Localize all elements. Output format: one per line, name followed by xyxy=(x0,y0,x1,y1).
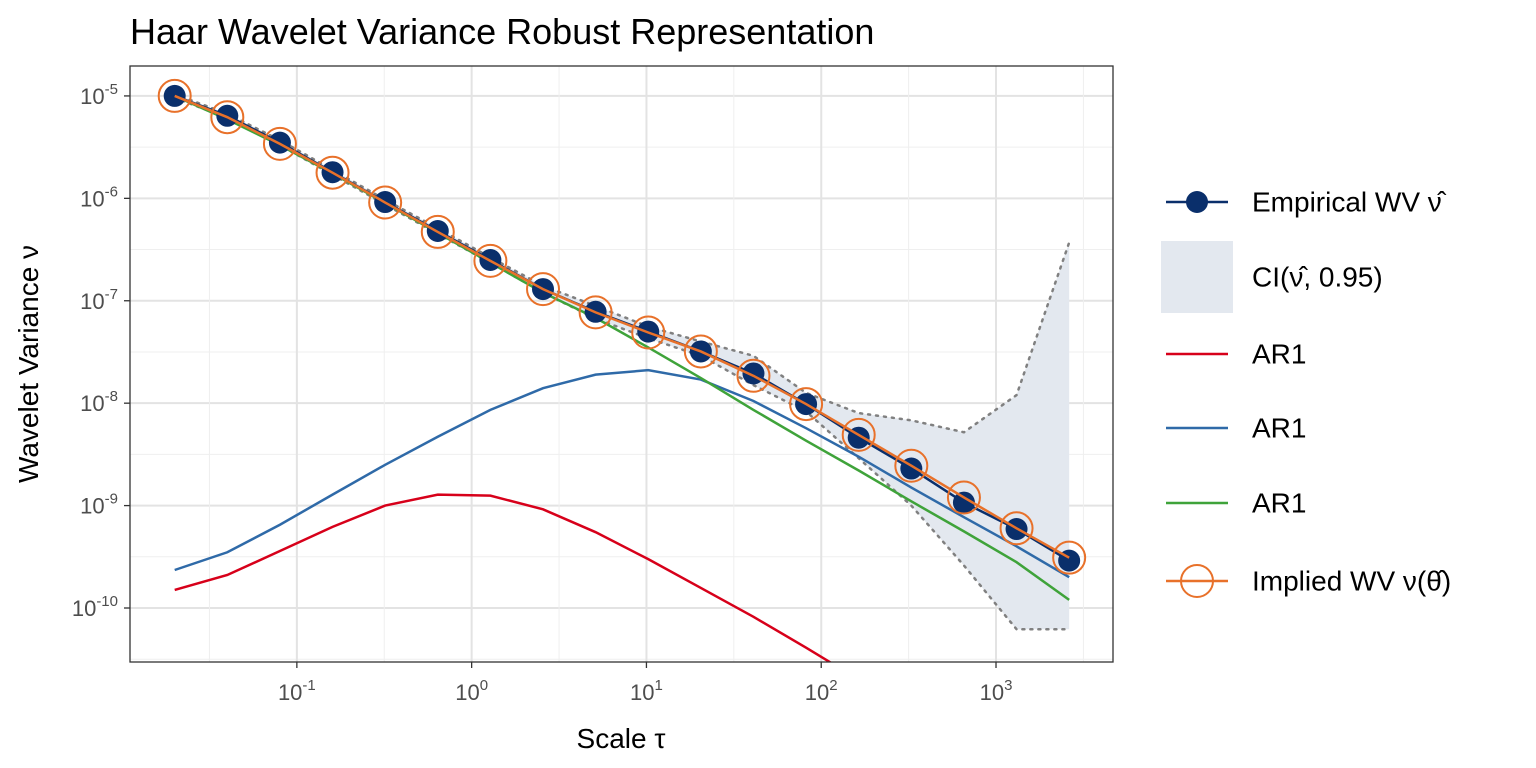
point xyxy=(946,480,981,515)
tick-exponent: 1 xyxy=(655,677,663,694)
tick-exponent: -1 xyxy=(302,677,315,694)
tick-exponent: -10 xyxy=(96,593,118,610)
tick-label: 10-6 xyxy=(80,183,118,211)
tick-base: 10 xyxy=(980,680,1004,705)
tick-base: 10 xyxy=(278,680,302,705)
tick-base: 10 xyxy=(455,680,479,705)
legend-label: AR1 xyxy=(1252,412,1306,443)
point xyxy=(163,84,186,107)
y-axis-label: Wavelet Variance ν xyxy=(13,245,44,483)
legend-marker xyxy=(1180,564,1214,598)
tick-exponent: -7 xyxy=(105,286,118,303)
chart-title: Haar Wavelet Variance Robust Representat… xyxy=(130,11,874,52)
tick-base: 10 xyxy=(805,680,829,705)
tick-base: 10 xyxy=(80,289,104,314)
point xyxy=(999,511,1034,546)
ci-lower-line xyxy=(173,96,1071,631)
legend-marker xyxy=(1186,191,1208,213)
plot-border xyxy=(129,65,1114,663)
legend-label: Empirical WV ν̂ xyxy=(1252,186,1447,217)
tick-exponent: -9 xyxy=(105,491,118,508)
point xyxy=(368,185,403,220)
legend-swatch xyxy=(1161,241,1233,313)
tick-base: 10 xyxy=(630,680,654,705)
legend: Empirical WV ν̂ CI(ν̂, 0.95) AR1 AR1 AR1 Impl… xyxy=(1161,186,1451,598)
point xyxy=(157,78,192,113)
legend-label: AR1 xyxy=(1252,338,1306,369)
tick-exponent: -8 xyxy=(105,388,118,405)
point xyxy=(578,295,613,330)
tick-base: 10 xyxy=(72,596,96,621)
tick-exponent: 3 xyxy=(1004,677,1012,694)
tick-label: 103 xyxy=(980,677,1013,705)
x-axis-label: Scale τ xyxy=(577,723,666,754)
tick-label: 10-5 xyxy=(80,81,118,109)
series-line xyxy=(174,493,833,662)
point xyxy=(420,214,455,249)
tick-base: 10 xyxy=(80,186,104,211)
tick-label: 100 xyxy=(455,677,488,705)
point xyxy=(1052,540,1087,575)
tick-label: 102 xyxy=(805,677,838,705)
tick-exponent: -6 xyxy=(105,183,118,200)
tick-exponent: 0 xyxy=(480,677,488,694)
point xyxy=(473,243,508,278)
point xyxy=(736,358,771,393)
tick-label: 10-7 xyxy=(80,286,118,314)
tick-exponent: -5 xyxy=(105,81,118,98)
point xyxy=(683,334,718,369)
grid xyxy=(130,66,1113,662)
point xyxy=(262,126,297,161)
series-line xyxy=(174,94,1070,559)
point xyxy=(315,155,350,190)
ci-band xyxy=(174,94,1070,630)
legend-label: AR1 xyxy=(1252,487,1306,518)
point xyxy=(894,448,929,483)
tick-base: 10 xyxy=(80,84,104,109)
legend-label: Implied WV ν(θ̂) xyxy=(1252,565,1451,596)
point xyxy=(841,417,876,452)
point xyxy=(210,100,245,135)
tick-label: 101 xyxy=(630,677,663,705)
point xyxy=(631,315,666,350)
point xyxy=(216,104,239,127)
tick-label: 10-1 xyxy=(278,677,316,705)
tick-label: 10-10 xyxy=(72,593,118,621)
point xyxy=(789,387,824,422)
point xyxy=(952,491,975,514)
legend-label: CI(ν̂, 0.95) xyxy=(1252,261,1383,292)
tick-base: 10 xyxy=(80,391,104,416)
plot-area xyxy=(157,78,1087,662)
tick-base: 10 xyxy=(80,494,104,519)
tick-exponent: 2 xyxy=(829,677,837,694)
point xyxy=(526,272,561,307)
series-line xyxy=(174,368,1070,579)
tick-label: 10-8 xyxy=(80,388,118,416)
tick-label: 10-9 xyxy=(80,491,118,519)
